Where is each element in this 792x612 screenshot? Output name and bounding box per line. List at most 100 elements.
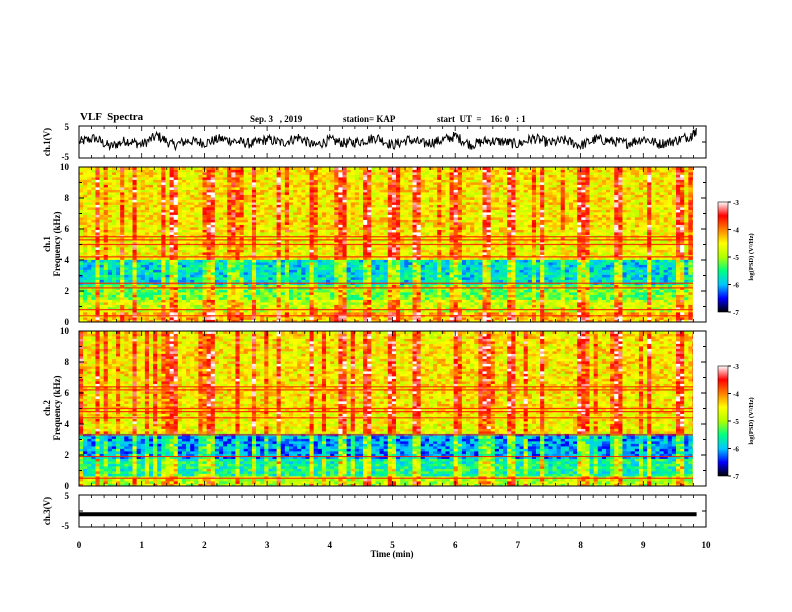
spectrogram-cell	[198, 267, 203, 270]
spectrogram-cell	[132, 277, 138, 280]
spectrogram-cell	[404, 277, 409, 280]
spectrogram-cell	[288, 239, 294, 243]
spectrogram-cell	[165, 242, 170, 245]
spectrogram-cell	[169, 224, 175, 228]
spectrogram-cell	[391, 252, 397, 255]
spectrogram-cell	[99, 167, 105, 170]
spectrogram-cell	[260, 294, 265, 298]
spectrogram-cell	[334, 279, 339, 283]
spectrogram-cell	[79, 232, 84, 235]
y-tick-label: 5	[65, 122, 70, 132]
spectrogram-cell	[284, 274, 290, 278]
spectrogram-cell	[227, 187, 232, 190]
spectrogram-cell	[111, 224, 117, 228]
spectrogram-cell	[346, 307, 352, 310]
spectrogram-cell	[379, 317, 385, 320]
spectrogram-cell	[404, 227, 409, 230]
spectrogram-cell	[321, 237, 327, 240]
spectrogram-cell	[210, 182, 216, 185]
spectrogram-cell	[116, 179, 121, 183]
spectrogram-cell	[251, 304, 257, 308]
spectrogram-cell	[268, 214, 273, 218]
spectrogram-cell	[165, 192, 170, 195]
spectrogram-cell	[326, 209, 331, 213]
spectrogram-cell	[231, 237, 236, 240]
spectrogram-cell	[223, 247, 228, 250]
spectrogram-cell	[210, 217, 216, 220]
spectrogram-cell	[79, 229, 84, 233]
spectrogram-cell	[107, 269, 113, 273]
spectrogram-cell	[243, 194, 249, 198]
spectrogram-cell	[120, 192, 125, 195]
spectrogram-cell	[128, 182, 133, 185]
spectrogram-cell	[260, 284, 265, 288]
spectrogram-cell	[128, 264, 133, 268]
spectrogram-cell	[383, 277, 389, 280]
spectrogram-cell	[301, 217, 306, 220]
spectrogram-cell	[354, 302, 360, 305]
spectrogram-cell	[396, 292, 401, 295]
spectrogram-cell	[309, 257, 315, 260]
spectrogram-cell	[214, 272, 220, 275]
spectrogram-cell	[243, 254, 249, 258]
spectrogram-cell	[128, 184, 133, 188]
spectrogram-cell	[400, 289, 405, 293]
spectrogram-cell	[79, 284, 84, 288]
spectrogram-cell	[91, 217, 96, 220]
spectrogram-cell	[375, 167, 380, 170]
spectrogram-cell	[148, 304, 154, 308]
spectrogram-cell	[404, 249, 409, 253]
spectrogram-cell	[79, 304, 84, 308]
spectrogram-cell	[358, 247, 364, 250]
spectrogram-cell	[404, 292, 409, 295]
spectrogram-cell	[268, 247, 273, 250]
spectrogram-cell	[264, 302, 269, 305]
spectrogram-cell	[301, 212, 306, 215]
spectrogram-cell	[330, 279, 335, 283]
spectrogram-cell	[256, 239, 261, 243]
spectrogram-cell	[354, 182, 360, 185]
spectrogram-cell	[317, 269, 323, 273]
spectrogram-cell	[313, 294, 319, 298]
spectrogram-cell	[210, 189, 216, 193]
spectrogram-cell	[313, 317, 319, 320]
spectrogram-cell	[165, 199, 170, 203]
spectrogram-cell	[288, 224, 294, 228]
spectrogram-cell	[194, 272, 199, 275]
spectrogram-cell	[218, 202, 224, 205]
spectrogram-cell	[334, 232, 339, 235]
spectrogram-cell	[371, 237, 376, 240]
spectrogram-cell	[375, 297, 380, 300]
spectrogram-cell	[317, 289, 323, 293]
spectrogram-cell	[202, 204, 208, 208]
spectrogram-cell	[243, 202, 249, 205]
spectrogram-cell	[231, 179, 236, 183]
spectrogram-cell	[140, 257, 146, 260]
spectrogram-cell	[383, 169, 389, 173]
spectrogram-cell	[391, 212, 397, 215]
spectrogram-cell	[111, 234, 117, 238]
spectrogram-cell	[272, 179, 278, 183]
spectrogram-cell	[120, 179, 125, 183]
spectrogram-cell	[231, 274, 236, 278]
spectrogram-cell	[99, 244, 105, 248]
spectrogram-cell	[400, 227, 405, 230]
spectrogram-cell	[111, 259, 117, 263]
spectrogram-cell	[87, 234, 92, 238]
spectrogram-cell	[358, 284, 364, 288]
spectrogram-cell	[317, 297, 323, 300]
spectrogram-cell	[293, 272, 298, 275]
spectrogram-cell	[396, 192, 401, 195]
spectrogram-cell	[367, 179, 372, 183]
spectrogram-cell	[177, 174, 183, 178]
spectrogram-cell	[227, 212, 232, 215]
spectrogram-cell	[165, 299, 170, 303]
spectrogram-cell	[239, 172, 245, 175]
spectrogram-cell	[239, 297, 245, 300]
spectrogram-cell	[247, 302, 253, 305]
spectrogram-cell	[387, 234, 393, 238]
spectrogram-cell	[375, 304, 380, 308]
spectrogram-cell	[251, 184, 257, 188]
spectrogram-cell	[120, 307, 125, 310]
spectrogram-cell	[383, 202, 389, 205]
